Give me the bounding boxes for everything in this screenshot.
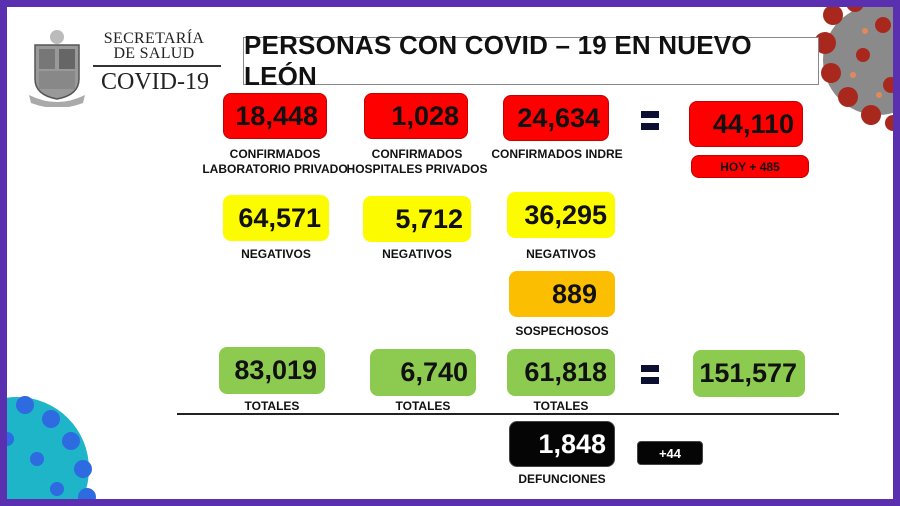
confirmados-indre-label: CONFIRMADOS INDRE xyxy=(491,147,623,161)
virus-blue-image xyxy=(7,396,96,499)
negativos-lab-privado-value: 64,571 xyxy=(223,195,329,241)
equals-sign-icon xyxy=(641,111,659,131)
negativos-hosp-privados-label: NEGATIVOS xyxy=(382,247,452,261)
defunciones-label: DEFUNCIONES xyxy=(518,472,606,486)
slide-frame: SECRETARÍA DE SALUD COVID-19 PERSONAS CO… xyxy=(7,7,893,499)
divider-line xyxy=(177,413,839,415)
org-name-line1: SECRETARÍA xyxy=(103,30,205,47)
negativos-lab-privado-label: NEGATIVOS xyxy=(241,247,311,261)
equals-sign-icon xyxy=(641,365,659,385)
negativos-indre-value: 36,295 xyxy=(507,192,615,238)
confirmados-hosp-privados-value: 1,028 xyxy=(364,93,468,139)
totales-indre-value: 61,818 xyxy=(507,349,615,396)
sospechosos-label: SOSPECHOSOS xyxy=(515,324,609,338)
totales-indre-label: TOTALES xyxy=(533,399,589,413)
program-label: COVID-19 xyxy=(101,69,209,95)
label-line2: LABORATORIO PRIVADO xyxy=(202,162,348,176)
confirmados-lab-privado-label: CONFIRMADOS LABORATORIO PRIVADO xyxy=(195,147,355,177)
coronavirus-red-image xyxy=(814,7,893,131)
negativos-hosp-privados-value: 5,712 xyxy=(363,196,471,242)
confirmados-hoy-badge: HOY + 485 xyxy=(691,155,809,178)
defunciones-hoy-badge: +44 xyxy=(637,441,703,465)
totales-hosp-privados-value: 6,740 xyxy=(370,349,476,396)
confirmados-total-value: 44,110 xyxy=(689,101,803,147)
label-line2: HOSPITALES PRIVADOS xyxy=(346,162,488,176)
confirmados-hosp-privados-label: CONFIRMADOS HOSPITALES PRIVADOS xyxy=(342,147,492,177)
totales-lab-privado-label: TOTALES xyxy=(244,399,300,413)
totales-hosp-privados-label: TOTALES xyxy=(395,399,451,413)
defunciones-value: 1,848 xyxy=(509,421,615,467)
sospechosos-value: 889 xyxy=(509,271,615,317)
nuevo-leon-coat-of-arms-icon xyxy=(29,30,85,107)
totales-lab-privado-value: 83,019 xyxy=(219,347,325,394)
page-title: PERSONAS CON COVID – 19 EN NUEVO LEÓN xyxy=(243,30,819,91)
logo-divider xyxy=(93,65,221,67)
grand-total-value: 151,577 xyxy=(693,350,805,397)
label-line1: CONFIRMADOS xyxy=(371,147,463,161)
label-line1: CONFIRMADOS xyxy=(229,147,321,161)
negativos-indre-label: NEGATIVOS xyxy=(526,247,596,261)
confirmados-lab-privado-value: 18,448 xyxy=(223,93,327,139)
org-name-line2: DE SALUD xyxy=(113,45,195,62)
confirmados-indre-value: 24,634 xyxy=(503,95,609,141)
org-name: SECRETARÍA DE SALUD xyxy=(95,30,213,62)
